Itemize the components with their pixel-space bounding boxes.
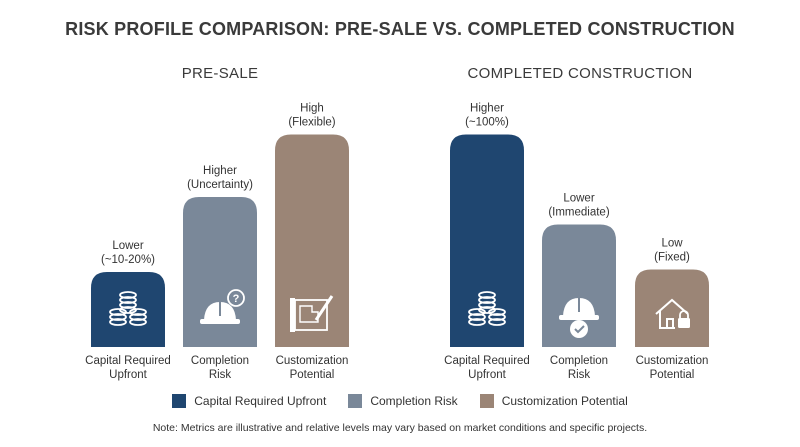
- legend-item-customization: Customization Potential: [479, 394, 628, 408]
- coins-stack-icon: [109, 291, 147, 326]
- hardhat-check-icon: [559, 298, 599, 338]
- svg-text:?: ?: [233, 293, 240, 305]
- value-label-pre-sale-completion-line1: Higher: [203, 165, 237, 177]
- hardhat-question-icon: ?: [200, 289, 245, 324]
- value-label-completed-completion-line1: Lower: [563, 193, 594, 205]
- legend-label-completion: Completion Risk: [370, 394, 458, 408]
- category-label-completed-capital-line1: Capital Required: [444, 355, 530, 367]
- value-label-completed-capital-line1: Higher: [470, 103, 504, 115]
- bar-completed-customization: [635, 269, 709, 347]
- value-label-completed-customization-line2: (Fixed): [654, 252, 690, 264]
- value-label-pre-sale-completion-line2: (Uncertainty): [187, 179, 253, 191]
- legend-swatch-completion: [348, 394, 363, 408]
- legend-swatch-customization: [479, 394, 494, 408]
- coins-stack-icon: [468, 291, 506, 326]
- legend-label-capital: Capital Required Upfront: [194, 394, 327, 408]
- legend-swatch-capital: [172, 394, 187, 408]
- category-label-completed-capital-line2: Upfront: [468, 369, 507, 381]
- legend-label-customization: Customization Potential: [501, 394, 628, 408]
- legend-item-completion: Completion Risk: [348, 394, 458, 408]
- value-label-completed-completion-line2: (Immediate): [548, 207, 610, 219]
- category-label-completed-customization-line1: Customization: [636, 355, 709, 367]
- value-label-pre-sale-customization-line2: (Flexible): [288, 117, 335, 129]
- category-label-completed-completion-line2: Risk: [568, 369, 591, 381]
- category-label-pre-sale-customization-line1: Customization: [276, 355, 349, 367]
- category-label-pre-sale-capital-line2: Upfront: [109, 369, 148, 381]
- category-label-pre-sale-customization-line2: Potential: [290, 369, 335, 381]
- house-lock-icon: [655, 298, 690, 329]
- category-label-pre-sale-capital-line1: Capital Required: [85, 355, 171, 367]
- panel-title-completed-construction: COMPLETED CONSTRUCTION: [467, 65, 693, 82]
- chart-title: RISK PROFILE COMPARISON: PRE-SALE VS. CO…: [65, 19, 735, 39]
- value-label-pre-sale-capital-line2: (~10-20%): [101, 254, 155, 266]
- bar-pre-sale-customization: [275, 134, 349, 347]
- category-label-completed-completion-line1: Completion: [550, 355, 608, 367]
- category-label-pre-sale-completion-line1: Completion: [191, 355, 249, 367]
- legend: Capital Required Upfront Completion Risk…: [0, 394, 800, 408]
- category-label-pre-sale-completion-line2: Risk: [209, 369, 232, 381]
- value-label-completed-customization-line1: Low: [661, 238, 683, 250]
- blueprint-pencil-icon: [290, 295, 334, 332]
- category-label-completed-customization-line2: Potential: [650, 369, 695, 381]
- panel-title-pre-sale: PRE-SALE: [181, 65, 259, 82]
- value-label-completed-capital-line2: (~100%): [465, 117, 509, 129]
- value-label-pre-sale-capital-line1: Lower: [112, 240, 143, 252]
- footnote: Note: Metrics are illustrative and relat…: [152, 422, 648, 434]
- value-label-pre-sale-customization-line1: High: [300, 103, 324, 115]
- bar-pre-sale-capital: [91, 272, 165, 347]
- bar-pre-sale-completion: [183, 197, 257, 347]
- bar-completed-capital: [450, 134, 524, 347]
- legend-item-capital: Capital Required Upfront: [172, 394, 326, 408]
